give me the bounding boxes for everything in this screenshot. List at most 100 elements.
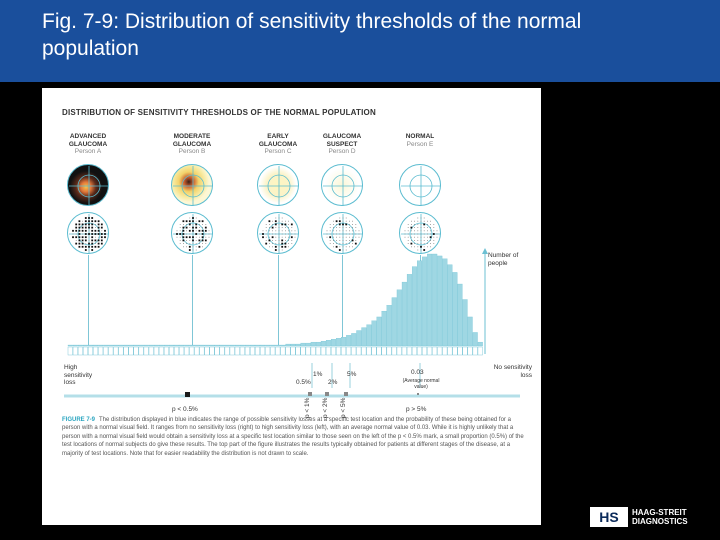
stage-name: EARLY GLAUCOMA	[258, 133, 298, 148]
baseline-cell	[325, 346, 331, 356]
distribution-bar	[255, 344, 261, 347]
baseline-cell	[346, 346, 352, 356]
baseline-cell	[361, 346, 367, 356]
field-crosshair	[173, 166, 213, 206]
logo-mark: HS	[590, 507, 628, 527]
field-crosshair	[401, 166, 441, 206]
baseline-cell	[98, 346, 104, 356]
baseline-cell	[285, 346, 291, 356]
probability-marker	[417, 393, 419, 395]
y-axis-arrowhead	[482, 248, 488, 254]
distribution-bar	[93, 344, 99, 347]
distribution-bar	[270, 344, 276, 347]
stage-early: EARLY GLAUCOMA Person C	[248, 133, 308, 156]
baseline-cell	[467, 346, 473, 356]
field-crosshair	[259, 166, 299, 206]
stage-name: NORMAL	[405, 133, 435, 140]
distribution-bar	[239, 344, 245, 347]
baseline-cell	[72, 346, 78, 356]
distribution-bar	[224, 344, 230, 347]
baseline-cell	[169, 346, 174, 356]
distribution-bar	[265, 344, 271, 347]
distribution-bar	[118, 344, 124, 347]
field-crosshair	[401, 214, 441, 254]
distribution-bar	[310, 341, 316, 347]
baseline-cell	[189, 346, 195, 356]
baseline-cell	[260, 346, 266, 356]
tick-5pct: 5%	[347, 371, 357, 378]
stage-advanced: ADVANCED GLAUCOMA Person A	[58, 133, 118, 156]
distribution-bar	[77, 344, 83, 347]
distribution-bar	[427, 253, 433, 347]
tick-1pct: 1%	[313, 371, 323, 378]
baseline-cell	[406, 346, 412, 356]
distribution-chart	[64, 248, 520, 398]
logo-line-1: HAAG-STREIT	[632, 508, 687, 517]
distribution-bar	[300, 342, 306, 347]
distribution-bar	[401, 281, 407, 347]
baseline-cell	[356, 346, 362, 356]
baseline-cell	[123, 346, 129, 356]
distribution-bar	[462, 299, 468, 347]
connector-line-moderate	[192, 255, 193, 345]
visual-field-greyscale-normal	[399, 164, 441, 206]
baseline-cell	[310, 346, 316, 356]
baseline-cell	[224, 346, 230, 356]
distribution-bar	[133, 344, 139, 347]
distribution-bar	[452, 272, 458, 347]
distribution-bar	[280, 344, 286, 347]
distribution-bar	[371, 320, 377, 347]
distribution-bar	[305, 342, 311, 347]
figure-panel: DISTRIBUTION OF SENSITIVITY THRESHOLDS O…	[42, 88, 541, 525]
distribution-bar	[467, 316, 473, 347]
baseline-cell	[290, 346, 296, 356]
field-crosshair	[259, 214, 299, 254]
distribution-bar	[290, 343, 296, 347]
field-crosshair	[323, 214, 363, 254]
baseline-cell	[194, 346, 200, 356]
baseline-cell	[401, 346, 407, 356]
baseline-cell	[118, 346, 124, 356]
distribution-bar	[103, 344, 109, 347]
distribution-bar	[169, 344, 175, 347]
distribution-bar	[406, 274, 412, 347]
baseline-cell	[219, 346, 225, 356]
distribution-bar	[194, 344, 200, 347]
distribution-bar	[260, 344, 266, 347]
baseline-cell	[148, 346, 154, 356]
baseline-cell	[209, 346, 215, 356]
distribution-bar	[336, 338, 342, 347]
baseline-cell	[371, 346, 377, 356]
field-crosshair	[69, 166, 109, 206]
baseline-cell	[255, 346, 261, 356]
distribution-bar	[209, 344, 215, 347]
baseline-cell	[249, 346, 255, 356]
probability-marker	[344, 392, 348, 396]
distribution-bar	[229, 344, 235, 347]
distribution-bar	[179, 344, 185, 347]
distribution-bar	[189, 344, 195, 347]
baseline-cell	[265, 346, 271, 356]
stage-suspect: GLAUCOMA SUSPECT Person D	[312, 133, 372, 156]
baseline-cell	[376, 346, 382, 356]
distribution-bar	[417, 260, 423, 347]
distribution-bar	[108, 344, 114, 347]
baseline-cell	[113, 346, 119, 356]
probability-marker	[308, 392, 312, 396]
field-crosshair	[323, 166, 363, 206]
baseline-cell	[462, 346, 468, 356]
p-below-1: p < 1%	[304, 397, 311, 418]
stage-person: Person C	[264, 148, 292, 155]
distribution-bar	[98, 344, 104, 347]
stage-normal: NORMAL Person E	[390, 133, 450, 148]
baseline-cell	[477, 346, 483, 356]
distribution-bar	[250, 344, 256, 347]
y-axis-label: Number of people	[488, 252, 519, 267]
baseline-cell	[199, 346, 205, 356]
stage-person: Person A	[74, 148, 102, 155]
field-crosshair	[173, 214, 213, 254]
p-below-5: p < 5%	[340, 397, 347, 418]
baseline-cell	[386, 346, 392, 356]
caption-label: FIGURE 7-9	[62, 417, 96, 423]
distribution-bar	[67, 344, 73, 347]
